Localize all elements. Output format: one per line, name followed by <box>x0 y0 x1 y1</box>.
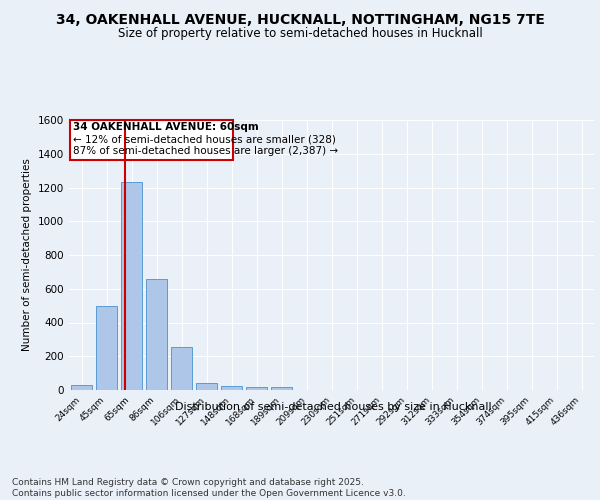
Bar <box>121 182 142 390</box>
Bar <box>221 386 242 390</box>
Bar <box>96 306 117 390</box>
Bar <box>146 278 167 390</box>
Bar <box>171 347 192 390</box>
Text: Contains HM Land Registry data © Crown copyright and database right 2025.
Contai: Contains HM Land Registry data © Crown c… <box>12 478 406 498</box>
Text: ← 12% of semi-detached houses are smaller (328): ← 12% of semi-detached houses are smalle… <box>73 134 335 144</box>
Text: 34 OAKENHALL AVENUE: 60sqm: 34 OAKENHALL AVENUE: 60sqm <box>73 122 259 132</box>
Bar <box>246 386 267 390</box>
Bar <box>196 383 217 390</box>
Bar <box>71 385 92 390</box>
Text: Distribution of semi-detached houses by size in Hucknall: Distribution of semi-detached houses by … <box>175 402 491 412</box>
Text: 87% of semi-detached houses are larger (2,387) →: 87% of semi-detached houses are larger (… <box>73 146 338 156</box>
Bar <box>271 388 292 390</box>
Text: 34, OAKENHALL AVENUE, HUCKNALL, NOTTINGHAM, NG15 7TE: 34, OAKENHALL AVENUE, HUCKNALL, NOTTINGH… <box>56 12 544 26</box>
Text: Size of property relative to semi-detached houses in Hucknall: Size of property relative to semi-detach… <box>118 28 482 40</box>
Y-axis label: Number of semi-detached properties: Number of semi-detached properties <box>22 158 32 352</box>
FancyBboxPatch shape <box>70 120 233 160</box>
